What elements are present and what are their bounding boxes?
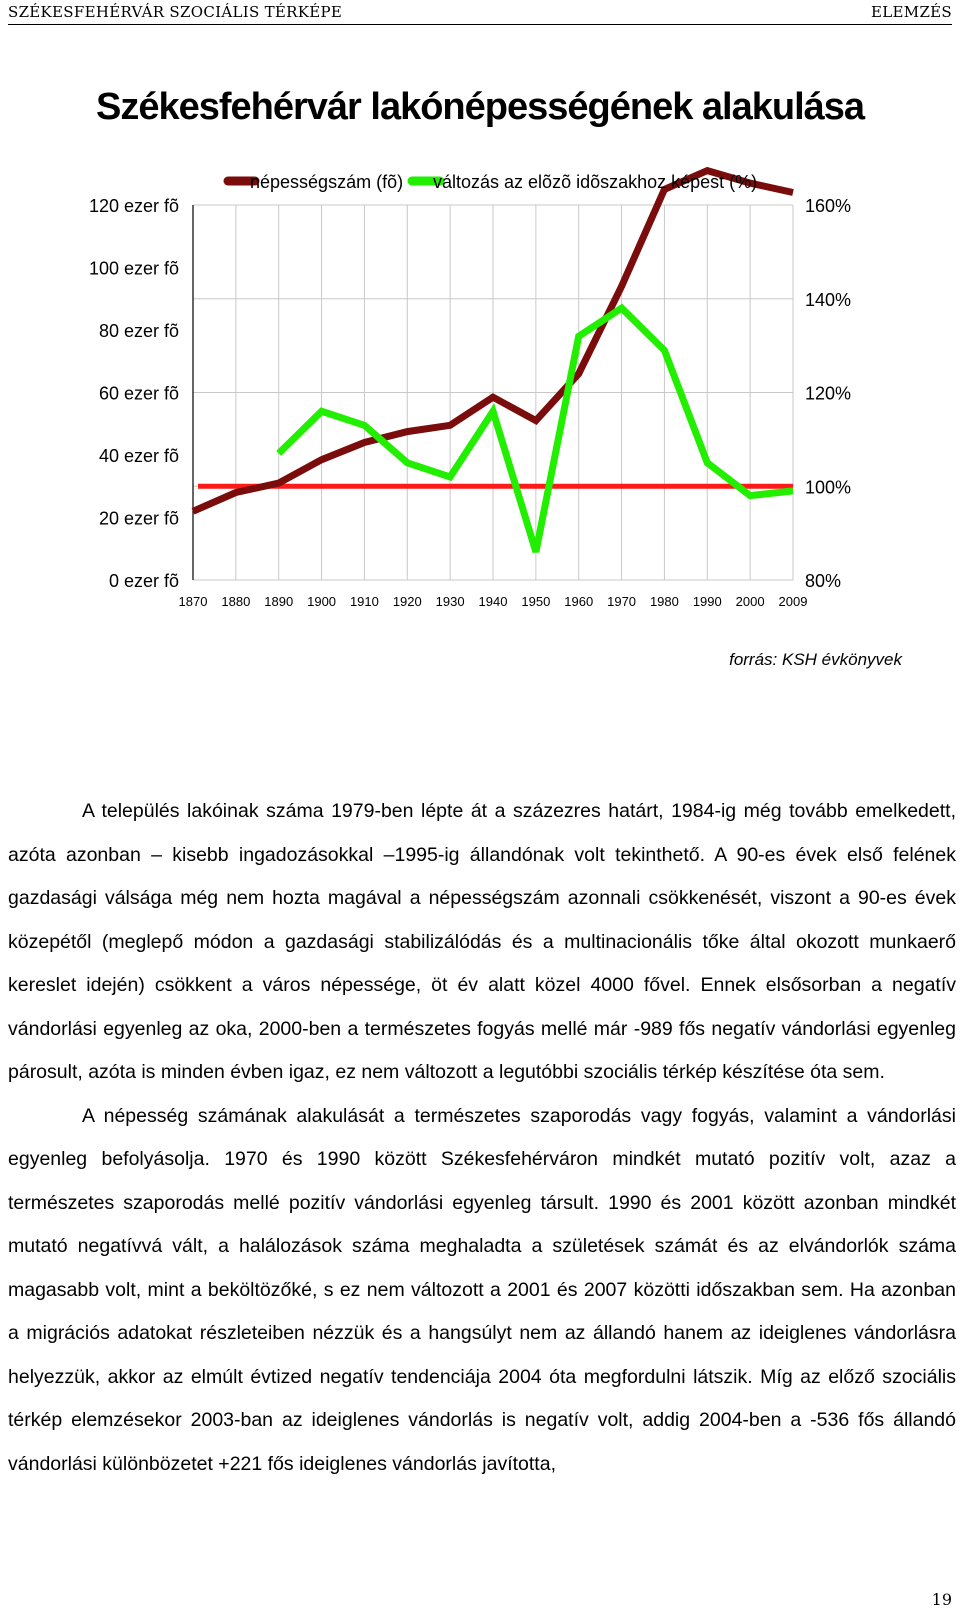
x-axis-tick-label: 1990: [693, 594, 722, 609]
series-line: [276, 303, 794, 553]
x-axis-tick-label: 1910: [350, 594, 379, 609]
left-axis-tick-label: 40 ezer fõ: [99, 446, 179, 466]
legend-label-population: népességszám (fõ): [250, 172, 403, 192]
page-number: 19: [931, 1590, 952, 1609]
running-header: SZÉKESFEHÉRVÁR SZOCIÁLIS TÉRKÉPE ELEMZÉS: [8, 0, 952, 25]
chart-legend: népességszám (fõ) változás az elõzõ idõsz…: [223, 172, 757, 192]
x-axis-tick-label: 1900: [307, 594, 336, 609]
x-axis-tick-label: 1950: [521, 594, 550, 609]
right-axis-tick-label: 80%: [805, 571, 841, 591]
chart-title: Székesfehérvár lakónépességének alakulás…: [95, 86, 865, 128]
x-axis-tick-label: 1890: [264, 594, 293, 609]
running-header-section: ELEMZÉS: [871, 3, 952, 21]
legend-label-change: változás az elõzõ idõszakhoz képest (%): [433, 172, 757, 192]
x-axis-tick-label: 1960: [564, 594, 593, 609]
left-axis-tick-label: 120 ezer fõ: [89, 196, 179, 216]
left-axis-tick-label: 80 ezer fõ: [99, 321, 179, 341]
x-axis-tick-label: 1920: [393, 594, 422, 609]
right-axis-tick-label: 120%: [805, 384, 851, 404]
right-axis-tick-label: 160%: [805, 196, 851, 216]
x-axis-tick-label: 1880: [221, 594, 250, 609]
x-axis-tick-label: 1970: [607, 594, 636, 609]
chart-grid: [192, 204, 794, 581]
right-axis-tick-label: 140%: [805, 290, 851, 310]
left-axis-tick-label: 100 ezer fõ: [89, 259, 179, 279]
paragraph: A népesség számának alakulását a termész…: [8, 1104, 956, 1475]
x-axis-tick-label: 1870: [179, 594, 208, 609]
series-layer: [191, 166, 794, 553]
x-axis-tick-label: 2009: [779, 594, 808, 609]
series-line: [191, 166, 794, 515]
x-axis-tick-label: 2000: [736, 594, 765, 609]
running-header-title: SZÉKESFEHÉRVÁR SZOCIÁLIS TÉRKÉPE: [8, 3, 343, 21]
paragraph: A település lakóinak száma 1979-ben lépt…: [8, 800, 956, 1083]
x-axis-tick-label: 1940: [479, 594, 508, 609]
right-axis-tick-label: 100%: [805, 477, 851, 497]
population-chart: 0 ezer fõ 20 ezer fõ 40 ezer fõ 60 ezer fõ 8…: [89, 166, 851, 609]
left-axis-tick-label: 0 ezer fõ: [109, 571, 179, 591]
left-axis-tick-label: 60 ezer fõ: [99, 384, 179, 404]
body-text: A település lakóinak száma 1979-ben lépt…: [8, 790, 956, 1486]
axis-labels: 0 ezer fõ 20 ezer fõ 40 ezer fõ 60 ezer fõ 8…: [89, 196, 851, 609]
left-axis-tick-label: 20 ezer fõ: [99, 509, 179, 529]
x-axis-tick-label: 1930: [436, 594, 465, 609]
x-axis-tick-label: 1980: [650, 594, 679, 609]
chart-source: forrás: KSH évkönyvek: [729, 650, 902, 669]
